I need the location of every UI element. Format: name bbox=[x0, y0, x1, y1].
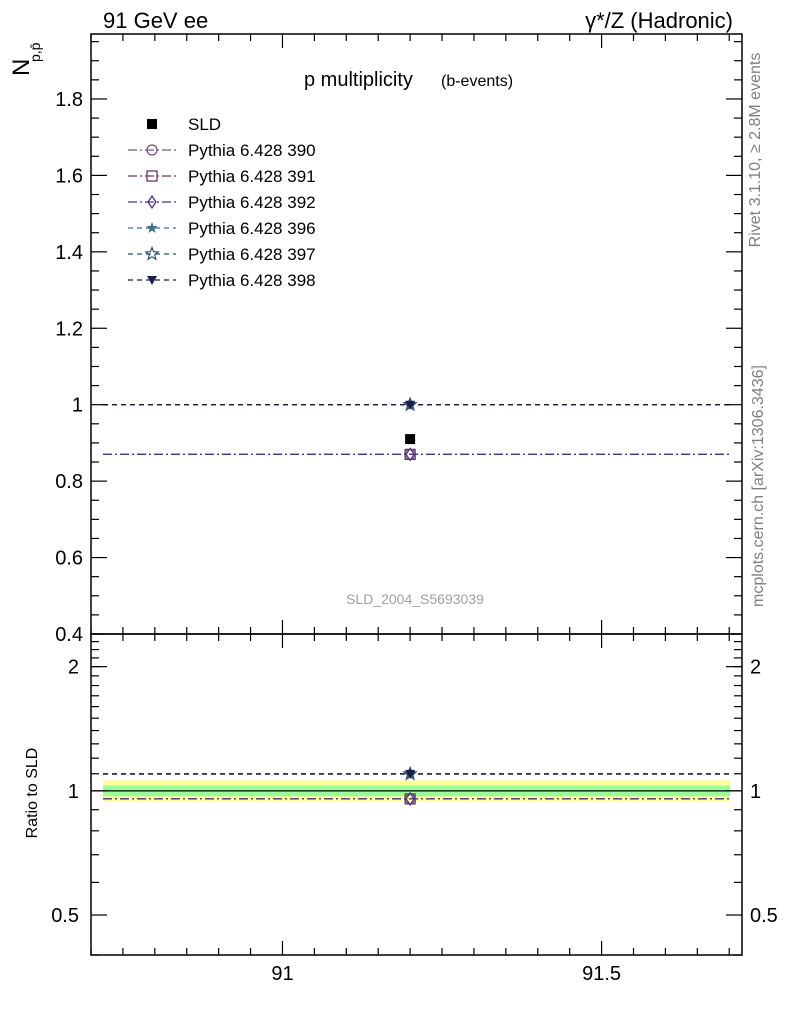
ratio-series-pythia-6-428-392 bbox=[103, 791, 730, 807]
ratio-plot-area bbox=[103, 765, 730, 807]
main-y-tick-label: 0.8 bbox=[55, 471, 83, 493]
legend-label: Pythia 6.428 398 bbox=[188, 271, 316, 290]
ratio-ylabel: Ratio to SLD bbox=[24, 748, 41, 839]
legend-entry: Pythia 6.428 397 bbox=[128, 245, 316, 264]
ratio-y-tick-label-right: 1 bbox=[750, 781, 761, 803]
legend-label: SLD bbox=[188, 115, 221, 134]
ratio-data-point bbox=[405, 769, 416, 779]
series-pythia-6-428-392 bbox=[103, 447, 730, 462]
series-sld bbox=[405, 434, 416, 445]
ratio-frame bbox=[90, 633, 743, 956]
legend-marker bbox=[146, 170, 158, 182]
legend-entry: Pythia 6.428 396 bbox=[128, 219, 316, 238]
data-point bbox=[405, 400, 416, 410]
legend-entry: SLD bbox=[147, 115, 221, 134]
main-y-tick-label: 0.6 bbox=[55, 548, 83, 570]
main-y-tick-label: 1.6 bbox=[55, 165, 83, 187]
legend-label: Pythia 6.428 392 bbox=[188, 193, 316, 212]
main-y-tick-label: 1 bbox=[72, 395, 83, 417]
chart-title-main: p multiplicity bbox=[304, 69, 413, 91]
ratio-y-tick-label-right: 0.5 bbox=[750, 905, 778, 927]
ratio-y-tick-label: 0.5 bbox=[51, 905, 79, 927]
svg-text:p,p̄: p,p̄ bbox=[27, 42, 43, 62]
legend-marker bbox=[144, 245, 160, 261]
legend-label: Pythia 6.428 391 bbox=[188, 167, 316, 186]
chart-title: p multiplicity (b-events) bbox=[304, 69, 513, 91]
legend-label: Pythia 6.428 396 bbox=[188, 219, 316, 238]
legend-marker bbox=[147, 276, 157, 285]
ratio-y-tick-label: 1 bbox=[68, 781, 79, 803]
data-point bbox=[405, 434, 416, 445]
ratio-y-tick-label: 2 bbox=[68, 657, 79, 679]
main-ylabel: N p,p̄ bbox=[8, 42, 43, 76]
ratio-bands bbox=[91, 780, 742, 802]
data-point bbox=[405, 447, 415, 462]
ratio-y-tick-label-right: 2 bbox=[750, 657, 761, 679]
legend-entry: Pythia 6.428 391 bbox=[128, 167, 316, 186]
ratio-data-point bbox=[405, 791, 415, 807]
legend-entry: Pythia 6.428 392 bbox=[128, 193, 316, 212]
main-plot-area bbox=[103, 396, 730, 462]
series-pythia-6-428-398 bbox=[103, 400, 730, 410]
legend-marker bbox=[146, 144, 158, 156]
main-y-tick-label: 0.4 bbox=[55, 624, 83, 646]
legend-marker bbox=[147, 194, 157, 210]
header-left: 91 GeV ee bbox=[103, 8, 208, 33]
rivet-label: Rivet 3.1.10, ≥ 2.8M events bbox=[747, 53, 764, 248]
legend-entry: Pythia 6.428 398 bbox=[128, 271, 316, 290]
legend-marker bbox=[146, 222, 158, 233]
legend-entry: Pythia 6.428 390 bbox=[128, 141, 316, 160]
legend-label: Pythia 6.428 390 bbox=[188, 141, 316, 160]
plot-frames: 0.4 0.6 0.8 1 1.2 1.4 1.6 1.8 91 91.5 0.5 0.5 1 1 2 2 bbox=[51, 33, 778, 985]
legend: SLD Pythia 6.428 390 Pythia 6.428 391 Pythi… bbox=[128, 115, 316, 290]
mcplots-label: mcplots.cern.ch [arXiv:1306.3436] bbox=[750, 365, 767, 607]
x-tick-label: 91 bbox=[271, 963, 293, 985]
main-y-tick-label: 1.8 bbox=[55, 89, 83, 111]
ratio-series-pythia-6-428-398 bbox=[103, 769, 730, 779]
svg-text:N: N bbox=[8, 59, 35, 76]
main-y-tick-label: 1.2 bbox=[55, 318, 83, 340]
analysis-watermark: SLD_2004_S5693039 bbox=[346, 591, 484, 607]
legend-marker bbox=[147, 119, 157, 129]
legend-label: Pythia 6.428 397 bbox=[188, 245, 316, 264]
chart-title-sub: (b-events) bbox=[441, 73, 513, 90]
main-y-tick-label: 1.4 bbox=[55, 242, 83, 264]
header-right: γ*/Z (Hadronic) bbox=[585, 8, 733, 33]
x-tick-label: 91.5 bbox=[582, 963, 621, 985]
